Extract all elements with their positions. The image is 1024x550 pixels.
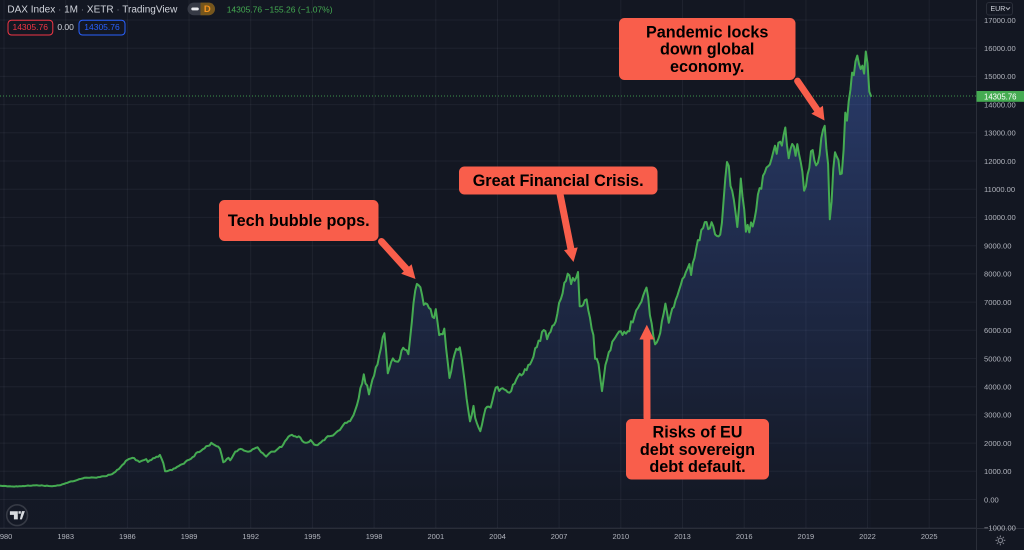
- svg-text:2001: 2001: [427, 532, 444, 541]
- svg-text:2007: 2007: [551, 532, 568, 541]
- svg-text:2019: 2019: [798, 532, 815, 541]
- svg-text:EUR: EUR: [991, 6, 1006, 13]
- svg-text:debt sovereign: debt sovereign: [640, 441, 755, 459]
- svg-text:2010: 2010: [612, 532, 629, 541]
- svg-text:economy.: economy.: [670, 58, 744, 76]
- svg-text:Pandemic locks: Pandemic locks: [646, 23, 768, 41]
- svg-text:6000.00: 6000.00: [984, 326, 1011, 335]
- svg-text:1986: 1986: [119, 532, 136, 541]
- svg-text:9000.00: 9000.00: [984, 242, 1011, 251]
- svg-text:14305.76 −155.26 (−1.07%): 14305.76 −155.26 (−1.07%): [227, 5, 333, 15]
- svg-text:0.00: 0.00: [984, 495, 999, 504]
- svg-text:14305.76: 14305.76: [84, 22, 120, 32]
- svg-text:8000.00: 8000.00: [984, 270, 1011, 279]
- svg-text:4000.00: 4000.00: [984, 383, 1011, 392]
- svg-text:1980: 1980: [0, 532, 12, 541]
- svg-text:14305.76: 14305.76: [984, 92, 1017, 101]
- svg-text:1995: 1995: [304, 532, 321, 541]
- svg-text:16000.00: 16000.00: [984, 44, 1016, 53]
- svg-text:2000.00: 2000.00: [984, 439, 1011, 448]
- svg-text:2025: 2025: [921, 532, 938, 541]
- svg-text:5000.00: 5000.00: [984, 354, 1011, 363]
- svg-text:1992: 1992: [242, 532, 259, 541]
- svg-text:13000.00: 13000.00: [984, 129, 1016, 138]
- svg-text:1983: 1983: [57, 532, 74, 541]
- svg-text:−1000.00: −1000.00: [984, 524, 1016, 533]
- svg-text:Risks of EU: Risks of EU: [653, 424, 743, 442]
- svg-text:Great Financial Crisis.: Great Financial Crisis.: [473, 172, 644, 190]
- svg-text:0.00: 0.00: [57, 22, 74, 32]
- svg-text:debt default.: debt default.: [649, 458, 745, 476]
- svg-text:7000.00: 7000.00: [984, 298, 1011, 307]
- svg-text:15000.00: 15000.00: [984, 72, 1016, 81]
- svg-text:2004: 2004: [489, 532, 506, 541]
- svg-text:down global: down global: [660, 41, 754, 59]
- svg-text:17000.00: 17000.00: [984, 16, 1016, 25]
- svg-text:10000.00: 10000.00: [984, 213, 1016, 222]
- svg-text:14305.76: 14305.76: [12, 22, 48, 32]
- svg-text:Tech bubble pops.: Tech bubble pops.: [228, 212, 370, 230]
- svg-text:3000.00: 3000.00: [984, 411, 1011, 420]
- svg-text:1998: 1998: [366, 532, 383, 541]
- svg-text:11000.00: 11000.00: [984, 185, 1015, 194]
- svg-text:12000.00: 12000.00: [984, 157, 1016, 166]
- svg-text:DAX Index · 1M · XETR · Tradin: DAX Index · 1M · XETR · TradingView: [7, 4, 178, 15]
- svg-text:2016: 2016: [736, 532, 753, 541]
- svg-text:1000.00: 1000.00: [984, 467, 1011, 476]
- svg-text:1989: 1989: [181, 532, 198, 541]
- svg-text:2022: 2022: [859, 532, 876, 541]
- svg-text:2013: 2013: [674, 532, 691, 541]
- svg-text:D: D: [204, 4, 211, 15]
- svg-text:14000.00: 14000.00: [984, 100, 1016, 109]
